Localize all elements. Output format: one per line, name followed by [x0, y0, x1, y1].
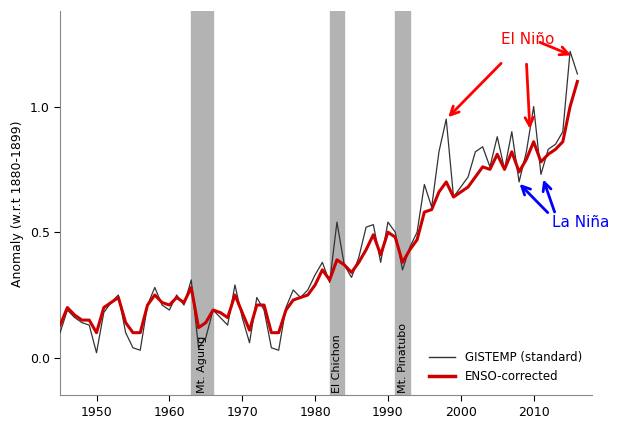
Text: La Niña: La Niña: [552, 215, 609, 230]
Y-axis label: Anomaly (w.r.t 1880-1899): Anomaly (w.r.t 1880-1899): [11, 120, 24, 286]
Text: Mt. Agung: Mt. Agung: [197, 336, 207, 393]
Bar: [329, 11, 344, 396]
Text: El Niño: El Niño: [501, 32, 554, 47]
Text: Mt. Pinatubo: Mt. Pinatubo: [397, 323, 407, 393]
Bar: [395, 11, 410, 396]
Text: El Chichon: El Chichon: [332, 334, 342, 393]
Bar: [191, 11, 213, 396]
Legend: GISTEMP (standard), ENSO-corrected: GISTEMP (standard), ENSO-corrected: [424, 347, 587, 388]
